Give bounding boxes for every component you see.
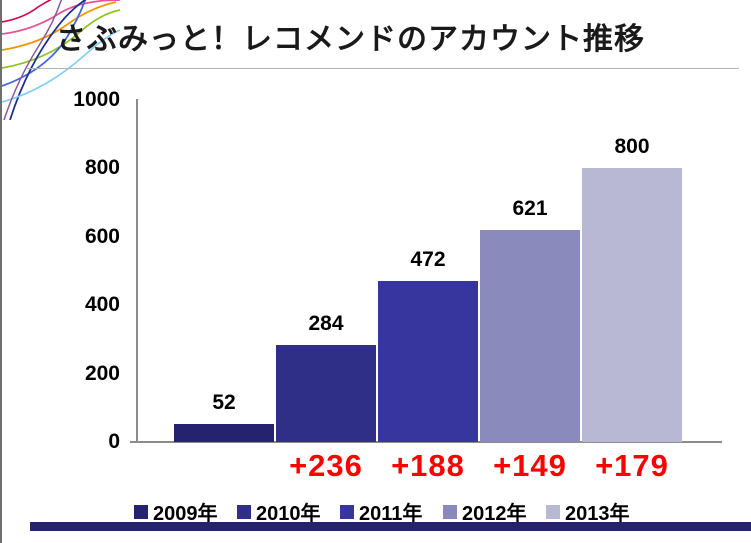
- legend-swatch: [443, 504, 457, 519]
- y-axis-tick-label: 0: [108, 430, 120, 453]
- bar: [480, 229, 580, 442]
- page-title: さぶみっと！レコメンドのアカウント推移: [56, 23, 645, 56]
- legend-label: 2010年: [256, 503, 321, 525]
- legend-label: 2011年: [359, 503, 423, 525]
- legend-item: 2013年: [546, 497, 649, 526]
- legend-item: 2012年: [443, 497, 546, 526]
- x-axis-baseline: [130, 441, 722, 443]
- legend-item: 2010年: [237, 497, 340, 526]
- legend-label: 2012年: [462, 503, 527, 525]
- legend-swatch: [546, 504, 560, 519]
- y-axis-tick-label: 1000: [73, 88, 120, 111]
- bar: [582, 168, 682, 442]
- footer-bar: [30, 522, 751, 531]
- bar: [276, 344, 376, 442]
- bar-value-label: 472: [410, 247, 446, 271]
- bar: [378, 280, 478, 442]
- y-axis-line: [136, 99, 138, 443]
- delta-label: +236: [289, 448, 363, 483]
- delta-label: +149: [493, 448, 567, 483]
- bar-value-label: 621: [512, 196, 548, 220]
- legend-label: 2009年: [153, 503, 218, 525]
- y-axis-tick-label: 400: [84, 293, 120, 317]
- bar-value-label: 284: [308, 311, 344, 335]
- legend-item: 2009年: [134, 497, 237, 526]
- legend: 2009年 2010年 2011年 2012年 2013年: [134, 497, 649, 526]
- legend-item: 2011年: [340, 497, 443, 526]
- title-divider: [27, 68, 739, 69]
- y-axis-tick-label: 800: [84, 156, 120, 180]
- legend-swatch: [237, 504, 251, 519]
- legend-swatch: [340, 504, 354, 519]
- delta-label: +188: [391, 448, 465, 483]
- y-axis-tick-label: 600: [84, 224, 120, 248]
- bar-value-label: 52: [212, 391, 236, 415]
- bar: [174, 424, 274, 442]
- delta-label: +179: [595, 448, 669, 483]
- bar-value-label: 800: [614, 135, 650, 159]
- legend-swatch: [134, 504, 148, 519]
- legend-label: 2013年: [565, 503, 630, 525]
- y-axis-tick-label: 200: [84, 361, 120, 385]
